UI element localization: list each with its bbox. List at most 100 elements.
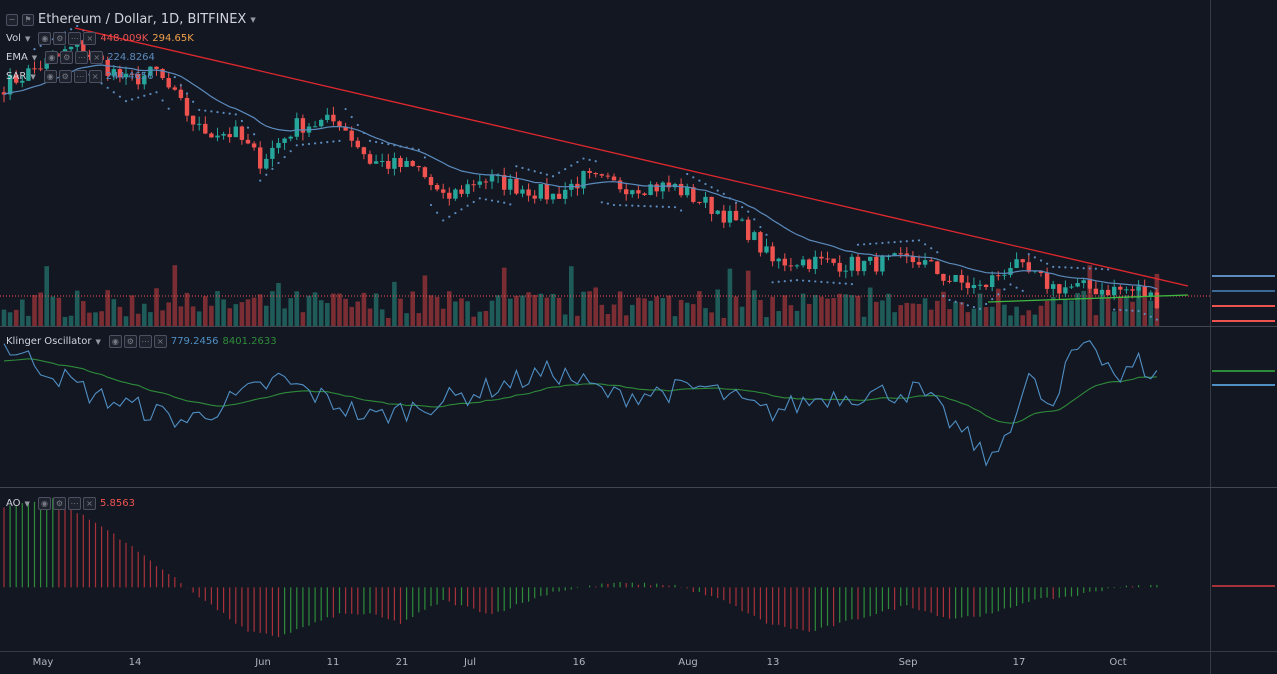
sar-dot (112, 91, 115, 94)
sar-dot (173, 75, 176, 79)
chevron-down-icon[interactable]: ▼ (30, 72, 36, 81)
volume-bar (886, 293, 891, 326)
legend-sar[interactable]: SAR ▼ ◉ ⚙ ⋯ × 244.4656 (6, 70, 153, 83)
klinger-pane[interactable]: Klinger Oscillator ▼ ◉ ⚙ ⋯ × 779.2456 8401.2… (0, 327, 1277, 487)
close-icon[interactable]: × (88, 70, 102, 83)
gear-icon[interactable]: ⚙ (123, 335, 137, 348)
volume-bar (758, 300, 763, 326)
legend-ema[interactable]: EMA ▼ ◉ ⚙ ⋯ × 224.8264 (6, 51, 155, 64)
sar-dot (1143, 312, 1146, 316)
candle-body (495, 175, 501, 177)
candle-body (447, 192, 452, 199)
ao-buttons: ◉ ⚙ ⋯ × (37, 497, 96, 510)
price-chart-svg[interactable] (0, 0, 1210, 326)
sar-dot (759, 225, 762, 229)
sar-dot (1155, 318, 1158, 321)
price-chart-area[interactable] (0, 0, 1210, 326)
close-icon[interactable]: × (83, 32, 97, 45)
gear-icon[interactable]: ⚙ (52, 497, 66, 510)
candle-body (270, 147, 275, 159)
gear-icon[interactable]: ⚙ (60, 51, 74, 64)
more-icon[interactable]: ⋯ (73, 70, 87, 83)
chart-title[interactable]: Ethereum / Dollar, 1D, BITFINEX (38, 12, 247, 27)
volume-bar (209, 305, 214, 326)
eye-icon[interactable]: ◉ (38, 32, 52, 45)
volume-bar (526, 292, 531, 326)
ao-svg[interactable] (0, 488, 1210, 651)
gear-icon[interactable]: ⚙ (53, 32, 67, 45)
volume-bar (642, 298, 647, 326)
eye-icon[interactable]: ◉ (43, 70, 57, 83)
chevron-down-icon[interactable]: ▼ (24, 499, 30, 508)
sar-dot (978, 307, 982, 310)
candle-body (434, 184, 440, 190)
legend-klinger-name[interactable]: Klinger Oscillator (6, 336, 92, 347)
close-icon[interactable]: × (82, 497, 96, 510)
klinger-svg[interactable] (0, 327, 1210, 487)
volume-bar (50, 296, 56, 326)
legend-ema-name[interactable]: EMA (6, 52, 28, 63)
ao-scale[interactable] (1210, 488, 1277, 651)
chevron-down-icon[interactable]: ▼ (24, 34, 31, 43)
ao-pane[interactable]: AO ▼ ◉ ⚙ ⋯ × 5.8563 (0, 488, 1277, 651)
volume-bar (697, 291, 702, 326)
candle-body (563, 189, 568, 199)
eye-icon[interactable]: ◉ (37, 497, 51, 510)
pane-separator[interactable] (0, 487, 1277, 488)
volume-bar (959, 302, 964, 326)
sar-dot (722, 192, 725, 196)
candle-body (514, 178, 519, 194)
close-icon[interactable]: × (90, 51, 104, 64)
minus-square-icon[interactable]: − (6, 13, 18, 26)
main-price-pane[interactable]: − ⚑ Ethereum / Dollar, 1D, BITFINEX ▼ Vo… (0, 0, 1277, 326)
more-icon[interactable]: ⋯ (138, 335, 152, 348)
time-axis[interactable]: May 14 Jun 11 21 Jul 16 Aug 13 Sep 17 Oct (0, 651, 1210, 674)
close-icon[interactable]: × (153, 335, 167, 348)
legend-klinger[interactable]: Klinger Oscillator ▼ ◉ ⚙ ⋯ × 779.2456 8401.2… (6, 335, 277, 348)
eye-icon[interactable]: ◉ (108, 335, 122, 348)
more-icon[interactable]: ⋯ (75, 51, 89, 64)
volume-bar (93, 312, 98, 326)
candle-body (123, 73, 129, 78)
candle-body (1057, 284, 1062, 294)
klinger-scale[interactable] (1210, 327, 1277, 487)
flag-icon[interactable]: ⚑ (22, 13, 34, 26)
candle-body (861, 260, 867, 272)
chart-title-row: − ⚑ Ethereum / Dollar, 1D, BITFINEX ▼ (6, 12, 256, 27)
legend-vol-name[interactable]: Vol (6, 33, 21, 44)
legend-ao[interactable]: AO ▼ ◉ ⚙ ⋯ × 5.8563 (6, 497, 135, 510)
volume-bar (892, 312, 897, 326)
legend-vol[interactable]: Vol ▼ ◉ ⚙ ⋯ × 448.009K 294.65K (6, 32, 194, 45)
candle-body (300, 118, 306, 133)
legend-sar-name[interactable]: SAR (6, 71, 27, 82)
klinger-chart-area[interactable] (0, 327, 1210, 487)
candle-body (697, 201, 702, 203)
candle-body (1008, 267, 1013, 275)
candle-body (520, 189, 525, 194)
candle-body (1081, 280, 1086, 284)
chevron-down-icon[interactable]: ▼ (31, 53, 38, 62)
price-scale[interactable] (1210, 0, 1277, 326)
chevron-down-icon[interactable]: ▼ (95, 337, 101, 346)
chevron-down-icon[interactable]: ▼ (250, 15, 256, 24)
volume-bar (996, 288, 1001, 326)
candle-body (831, 258, 836, 263)
more-icon[interactable]: ⋯ (68, 32, 82, 45)
gear-icon[interactable]: ⚙ (58, 70, 72, 83)
sar-dot (1076, 266, 1079, 270)
candle-body (788, 265, 794, 267)
volume-bar (453, 301, 458, 326)
more-icon[interactable]: ⋯ (67, 497, 81, 510)
volume-bar (819, 296, 824, 326)
sar-dot (204, 109, 207, 112)
legend-ao-name[interactable]: AO (6, 498, 21, 509)
volume-bar (874, 301, 879, 326)
eye-icon[interactable]: ◉ (45, 51, 59, 64)
sar-dot (972, 305, 976, 309)
pane-separator[interactable] (0, 326, 1277, 327)
volume-bar (599, 304, 605, 326)
sar-dot (856, 243, 860, 246)
ao-chart-area[interactable] (0, 488, 1210, 651)
volume-bar (160, 310, 165, 326)
sar-dot (1088, 267, 1091, 270)
